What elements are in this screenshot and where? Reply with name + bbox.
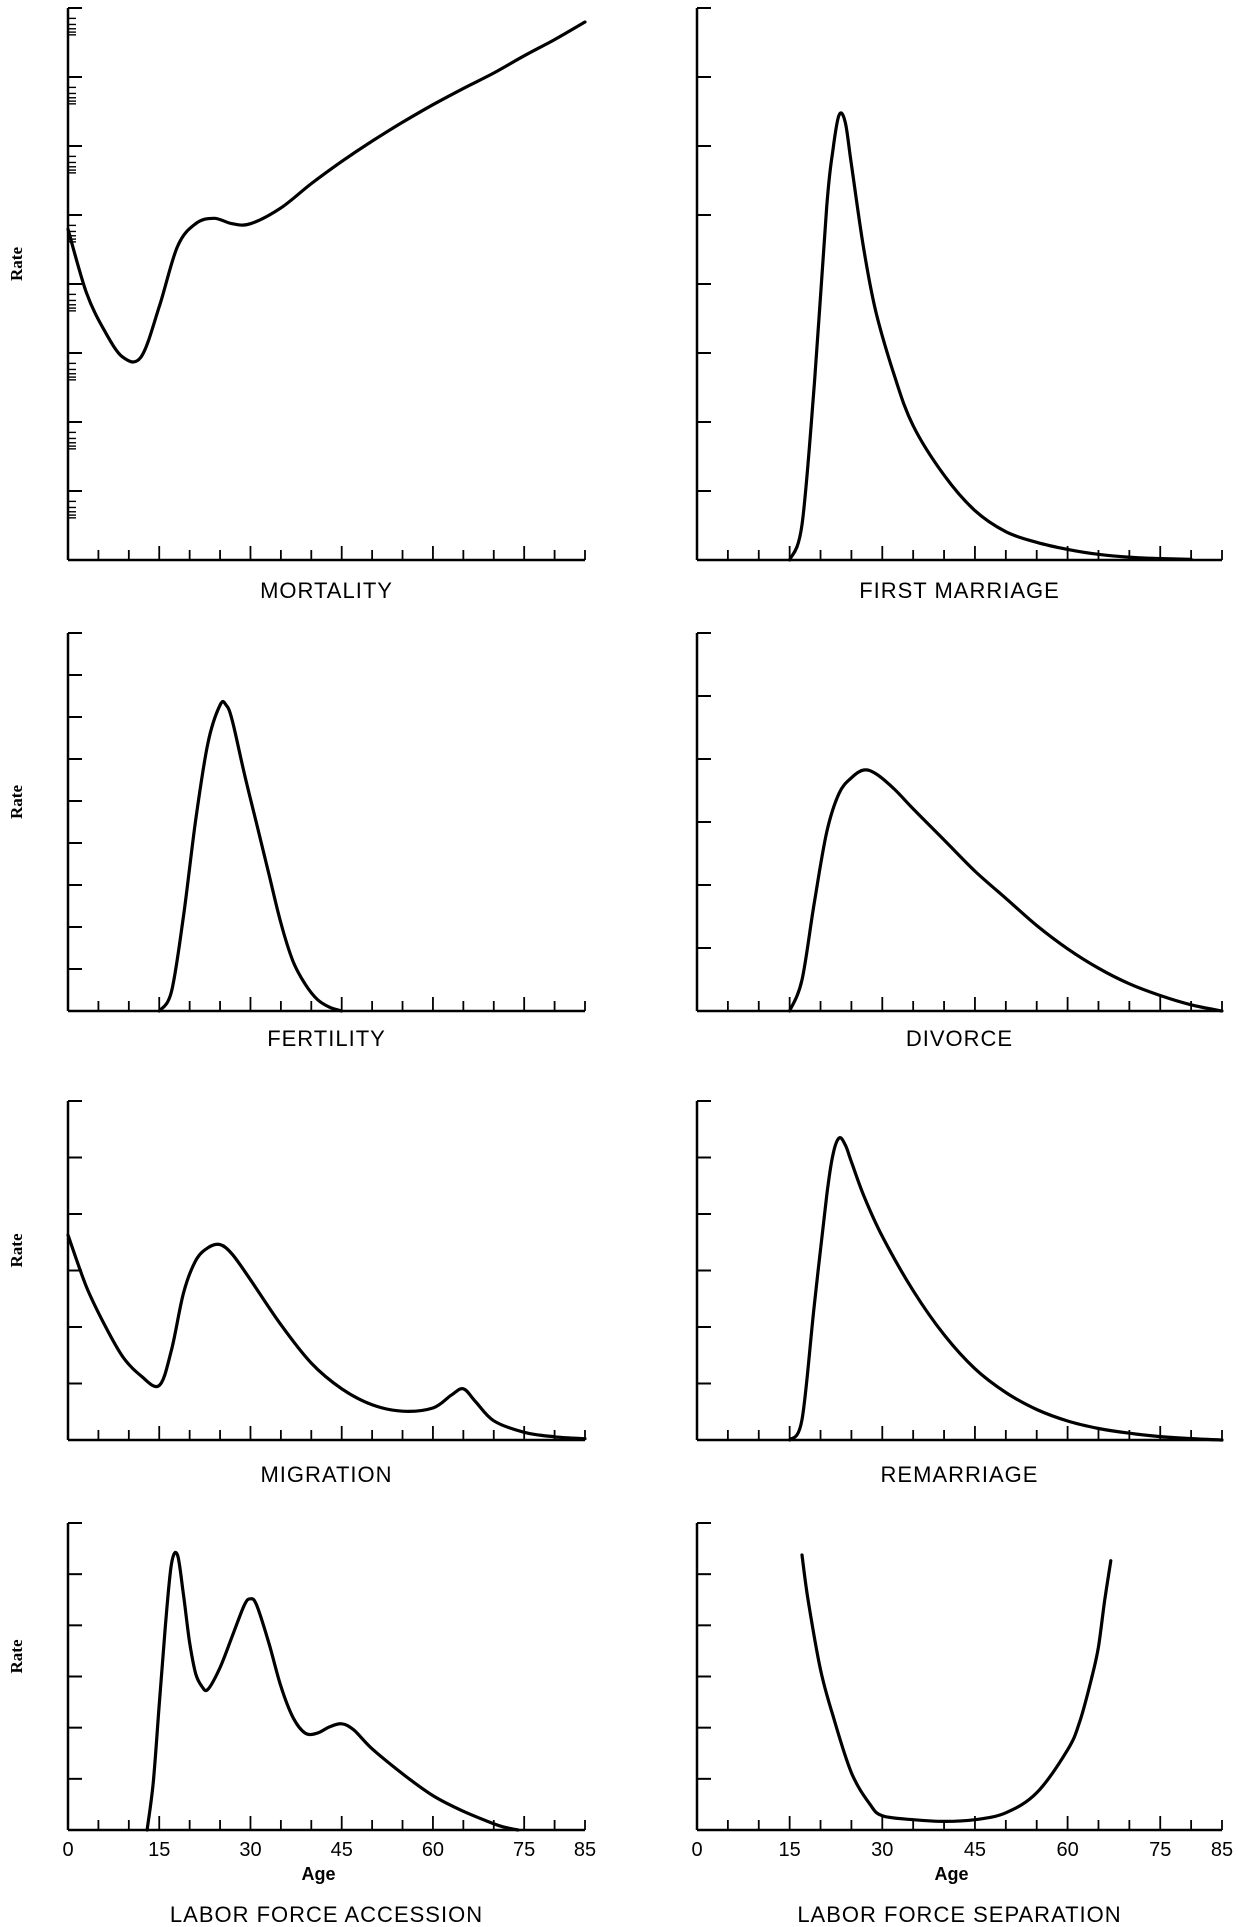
chart-title: FERTILITY (267, 1026, 386, 1051)
x-tick-label: 60 (1056, 1839, 1078, 1861)
x-tick-label: 45 (331, 1839, 353, 1861)
x-tick-label: 0 (691, 1839, 702, 1861)
chart-panel-2: FIRST MARRIAGE (695, 7, 1223, 603)
series-line (66, 1233, 587, 1441)
chart-panel-7: Rate 0 15 30 45 60 75 85 Age LABOR FORCE ACCESSIO… (7, 1522, 596, 1927)
series-line (788, 111, 1193, 562)
series-line (145, 1550, 520, 1832)
chart-title: LABOR FORCE ACCESSION (170, 1902, 483, 1927)
chart-title: LABOR FORCE SEPARATION (797, 1902, 1121, 1927)
x-axis-label: Age (934, 1864, 968, 1884)
series-line (800, 1553, 1113, 1823)
y-axis-label: Rate (7, 785, 26, 819)
chart-title: MIGRATION (260, 1462, 392, 1487)
y-axis-label: Rate (7, 247, 26, 281)
chart-title: FIRST MARRIAGE (859, 578, 1060, 603)
x-tick-label: 60 (422, 1839, 444, 1861)
chart-title: MORTALITY (260, 578, 393, 603)
x-tick-label: 15 (148, 1839, 170, 1861)
series-line (157, 699, 344, 1013)
x-tick-label: 75 (513, 1839, 535, 1861)
x-axis-label: Age (301, 1864, 335, 1884)
y-axis-label: Rate (7, 1639, 26, 1673)
series-line (66, 20, 587, 364)
x-tick-label: 45 (964, 1839, 986, 1861)
x-tick-label: 85 (574, 1839, 596, 1861)
chart-title: REMARRIAGE (881, 1462, 1039, 1487)
series-line (788, 768, 1224, 1013)
x-tick-label: 75 (1149, 1839, 1171, 1861)
chart-panel-3: Rate FERTILITY (7, 632, 586, 1051)
series-line (788, 1136, 1224, 1442)
x-tick-label: 30 (871, 1839, 893, 1861)
chart-panel-4: DIVORCE (695, 632, 1224, 1051)
chart-panel-8: 0 15 30 45 60 75 85 Age LABOR FORCE SEPARATION (691, 1522, 1233, 1927)
chart-title: DIVORCE (906, 1026, 1013, 1051)
x-tick-label: 0 (62, 1839, 73, 1861)
x-tick-label: 85 (1211, 1839, 1233, 1861)
x-tick-label: 15 (779, 1839, 801, 1861)
chart-panel-1: Rate MORTALITY (7, 7, 587, 603)
chart-panel-5: Rate MIGRATION (7, 1100, 587, 1487)
y-axis-label: Rate (7, 1233, 26, 1267)
chart-panel-6: REMARRIAGE (695, 1100, 1224, 1487)
x-tick-label: 30 (239, 1839, 261, 1861)
